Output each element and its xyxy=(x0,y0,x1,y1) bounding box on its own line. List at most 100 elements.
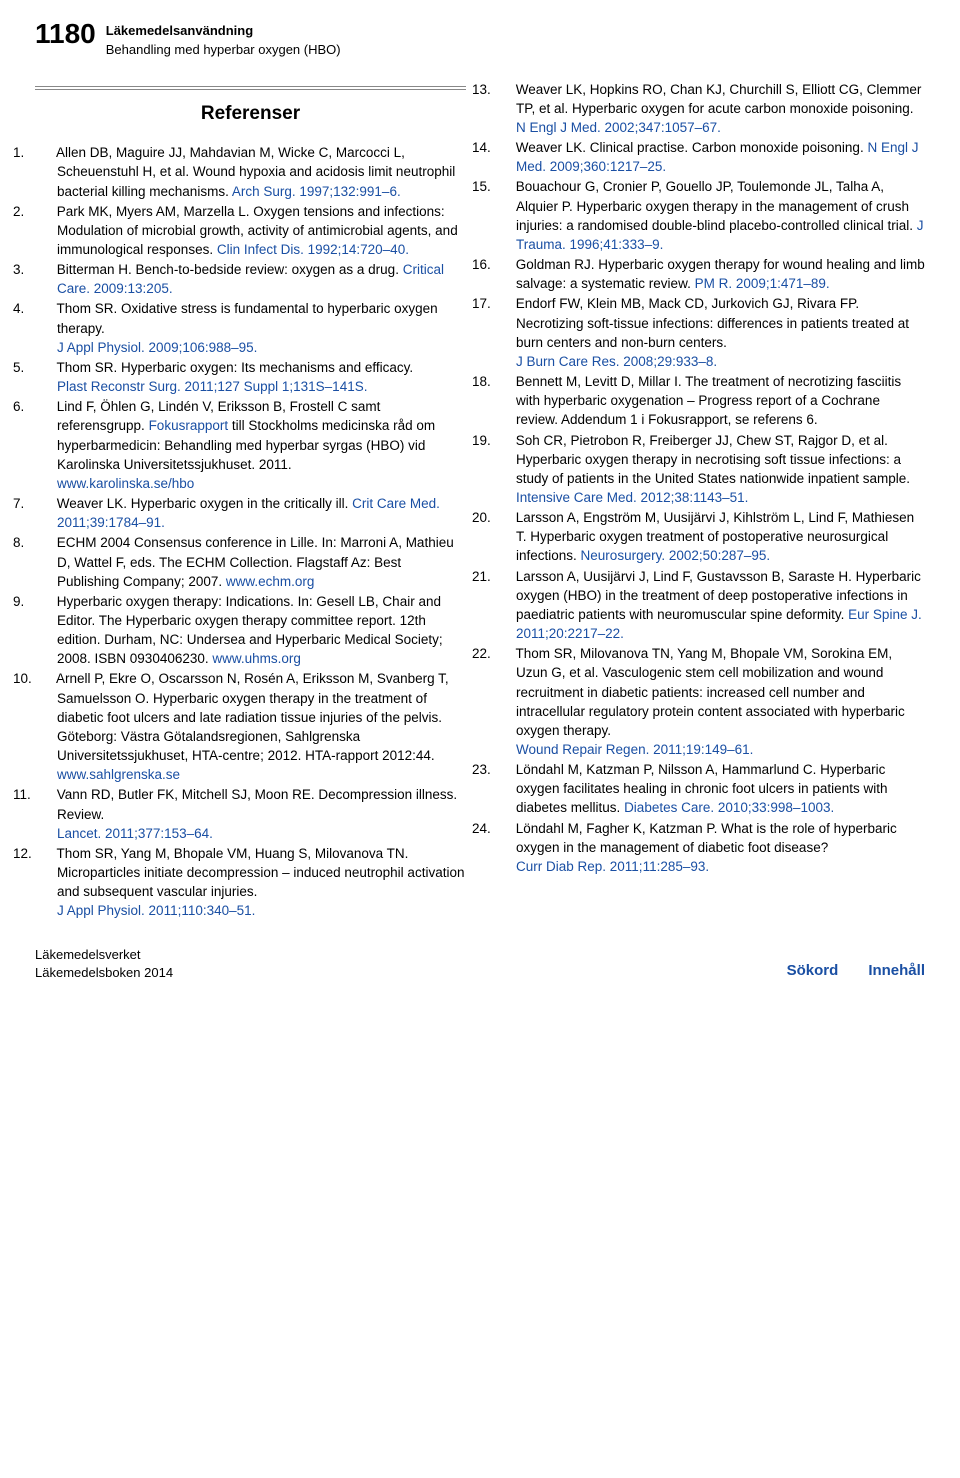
right-references-list: 13. Weaver LK, Hopkins RO, Chan KJ, Chur… xyxy=(494,80,925,876)
reference-item: 3. Bitterman H. Bench-to-bedside review:… xyxy=(35,260,466,298)
agency-name: Läkemedelsverket xyxy=(35,946,173,964)
ref-number: 20. xyxy=(494,508,512,527)
reference-item: 18. Bennett M, Levitt D, Millar I. The t… xyxy=(494,372,925,429)
footer-publisher: Läkemedelsverket Läkemedelsboken 2014 xyxy=(35,946,173,981)
ref-number: 9. xyxy=(35,592,53,611)
footer-links: Sökord Innehåll xyxy=(787,960,925,982)
ref-citation-link[interactable]: www.sahlgrenska.se xyxy=(57,767,180,782)
chapter-title: Läkemedelsanvändning xyxy=(106,22,341,41)
ref-citation-link[interactable]: Wound Repair Regen. 2011;19:149–61. xyxy=(516,742,753,757)
ref-citation-link[interactable]: PM R. 2009;1:471–89. xyxy=(695,276,830,291)
ref-citation-link[interactable]: Plast Reconstr Surg. 2011;127 Suppl 1;13… xyxy=(57,379,367,394)
reference-item: 17. Endorf FW, Klein MB, Mack CD, Jurkov… xyxy=(494,294,925,371)
ref-citation-link[interactable]: Diabetes Care. 2010;33:998–1003. xyxy=(624,800,834,815)
ref-text: Bennett M, Levitt D, Millar I. The treat… xyxy=(516,374,901,427)
ref-number: 24. xyxy=(494,819,512,838)
reference-item: 19. Soh CR, Pietrobon R, Freiberger JJ, … xyxy=(494,431,925,508)
ref-text: Weaver LK, Hopkins RO, Chan KJ, Churchil… xyxy=(516,82,922,116)
reference-item: 2. Park MK, Myers AM, Marzella L. Oxygen… xyxy=(35,202,466,259)
ref-text: Bouachour G, Cronier P, Gouello JP, Toul… xyxy=(516,179,917,232)
reference-item: 9. Hyperbaric oxygen therapy: Indication… xyxy=(35,592,466,669)
reference-item: 21. Larsson A, Uusijärvi J, Lind F, Gust… xyxy=(494,567,925,644)
ref-citation-link[interactable]: Lancet. 2011;377:153–64. xyxy=(57,826,213,841)
reference-item: 4. Thom SR. Oxidative stress is fundamen… xyxy=(35,299,466,356)
ref-text: Thom SR, Yang M, Bhopale VM, Huang S, Mi… xyxy=(57,846,465,899)
ref-citation-link[interactable]: J Burn Care Res. 2008;29:933–8. xyxy=(516,354,717,369)
ref-citation-link[interactable]: J Appl Physiol. 2011;110:340–51. xyxy=(57,903,255,918)
ref-number: 1. xyxy=(35,143,53,162)
reference-item: 10. Arnell P, Ekre O, Oscarsson N, Rosén… xyxy=(35,669,466,784)
ref-text: Thom SR. Hyperbaric oxygen: Its mechanis… xyxy=(57,360,414,375)
ref-citation-link[interactable]: Intensive Care Med. 2012;38:1143–51. xyxy=(516,490,748,505)
ref-text: Endorf FW, Klein MB, Mack CD, Jurkovich … xyxy=(516,296,909,349)
reference-item: 12. Thom SR, Yang M, Bhopale VM, Huang S… xyxy=(35,844,466,921)
ref-number: 18. xyxy=(494,372,512,391)
ref-number: 7. xyxy=(35,494,53,513)
reference-item: 11. Vann RD, Butler FK, Mitchell SJ, Moo… xyxy=(35,785,466,842)
ref-text: Bitterman H. Bench-to-bedside review: ox… xyxy=(57,262,403,277)
ref-citation-link[interactable]: Neurosurgery. 2002;50:287–95. xyxy=(581,548,771,563)
ref-citation-link[interactable]: N Engl J Med. 2002;347:1057–67. xyxy=(516,120,721,135)
chapter-subtitle: Behandling med hyperbar oxygen (HBO) xyxy=(106,41,341,60)
ref-number: 19. xyxy=(494,431,512,450)
reference-item: 20. Larsson A, Engström M, Uusijärvi J, … xyxy=(494,508,925,565)
reference-item: 13. Weaver LK, Hopkins RO, Chan KJ, Chur… xyxy=(494,80,925,137)
ref-text: Thom SR, Milovanova TN, Yang M, Bhopale … xyxy=(516,646,905,738)
ref-number: 4. xyxy=(35,299,53,318)
ref-citation-link[interactable]: Arch Surg. 1997;132:991–6. xyxy=(232,184,401,199)
ref-number: 14. xyxy=(494,138,512,157)
ref-number: 21. xyxy=(494,567,512,586)
ref-number: 16. xyxy=(494,255,512,274)
ref-number: 8. xyxy=(35,533,53,552)
ref-text: Weaver LK. Clinical practise. Carbon mon… xyxy=(516,140,868,155)
innehall-link[interactable]: Innehåll xyxy=(868,960,925,982)
ref-number: 22. xyxy=(494,644,512,663)
page-number: 1180 xyxy=(35,20,96,48)
ref-citation-link[interactable]: www.echm.org xyxy=(226,574,315,589)
ref-text: Thom SR. Oxidative stress is fundamental… xyxy=(57,301,438,335)
book-name: Läkemedelsboken 2014 xyxy=(35,964,173,982)
ref-number: 10. xyxy=(35,669,53,688)
ref-text: Soh CR, Pietrobon R, Freiberger JJ, Chew… xyxy=(516,433,910,486)
reference-item: 16. Goldman RJ. Hyperbaric oxygen therap… xyxy=(494,255,925,293)
ref-text: Löndahl M, Fagher K, Katzman P. What is … xyxy=(516,821,897,855)
ref-citation-link[interactable]: Clin Infect Dis. 1992;14:720–40. xyxy=(217,242,409,257)
page-footer: Läkemedelsverket Läkemedelsboken 2014 Sö… xyxy=(35,946,925,981)
reference-item: 6. Lind F, Öhlen G, Lindén V, Eriksson B… xyxy=(35,397,466,493)
ref-citation-link[interactable]: www.karolinska.se/hbo xyxy=(57,476,194,491)
ref-number: 12. xyxy=(35,844,53,863)
left-references-list: 1. Allen DB, Maguire JJ, Mahdavian M, Wi… xyxy=(35,143,466,920)
reference-item: 8. ECHM 2004 Consensus conference in Lil… xyxy=(35,533,466,590)
ref-text: Arnell P, Ekre O, Oscarsson N, Rosén A, … xyxy=(56,671,449,763)
references-heading: Referenser xyxy=(35,86,466,128)
ref-citation-link[interactable]: Curr Diab Rep. 2011;11:285–93. xyxy=(516,859,709,874)
ref-number: 11. xyxy=(35,785,53,804)
ref-number: 2. xyxy=(35,202,53,221)
ref-citation-link[interactable]: J Appl Physiol. 2009;106:988–95. xyxy=(57,340,257,355)
ref-number: 17. xyxy=(494,294,512,313)
right-column: 13. Weaver LK, Hopkins RO, Chan KJ, Chur… xyxy=(494,80,925,922)
two-column-layout: Referenser 1. Allen DB, Maguire JJ, Mahd… xyxy=(35,80,925,922)
reference-item: 23. Löndahl M, Katzman P, Nilsson A, Ham… xyxy=(494,760,925,817)
ref-number: 5. xyxy=(35,358,53,377)
sokord-link[interactable]: Sökord xyxy=(787,960,839,982)
reference-item: 24. Löndahl M, Fagher K, Katzman P. What… xyxy=(494,819,925,876)
ref-citation-link[interactable]: www.uhms.org xyxy=(212,651,301,666)
ref-number: 23. xyxy=(494,760,512,779)
reference-item: 15. Bouachour G, Cronier P, Gouello JP, … xyxy=(494,177,925,254)
ref-citation-link[interactable]: Fokusrapport xyxy=(149,418,229,433)
ref-number: 15. xyxy=(494,177,512,196)
ref-number: 6. xyxy=(35,397,53,416)
reference-item: 1. Allen DB, Maguire JJ, Mahdavian M, Wi… xyxy=(35,143,466,200)
reference-item: 5. Thom SR. Hyperbaric oxygen: Its mecha… xyxy=(35,358,466,396)
reference-item: 14. Weaver LK. Clinical practise. Carbon… xyxy=(494,138,925,176)
ref-number: 3. xyxy=(35,260,53,279)
ref-text: Vann RD, Butler FK, Mitchell SJ, Moon RE… xyxy=(57,787,457,821)
ref-number: 13. xyxy=(494,80,512,99)
left-column: Referenser 1. Allen DB, Maguire JJ, Mahd… xyxy=(35,80,466,922)
reference-item: 22. Thom SR, Milovanova TN, Yang M, Bhop… xyxy=(494,644,925,759)
reference-item: 7. Weaver LK. Hyperbaric oxygen in the c… xyxy=(35,494,466,532)
page-header: 1180 Läkemedelsanvändning Behandling med… xyxy=(35,20,925,60)
ref-text: Weaver LK. Hyperbaric oxygen in the crit… xyxy=(57,496,352,511)
header-titles: Läkemedelsanvändning Behandling med hype… xyxy=(106,22,341,60)
